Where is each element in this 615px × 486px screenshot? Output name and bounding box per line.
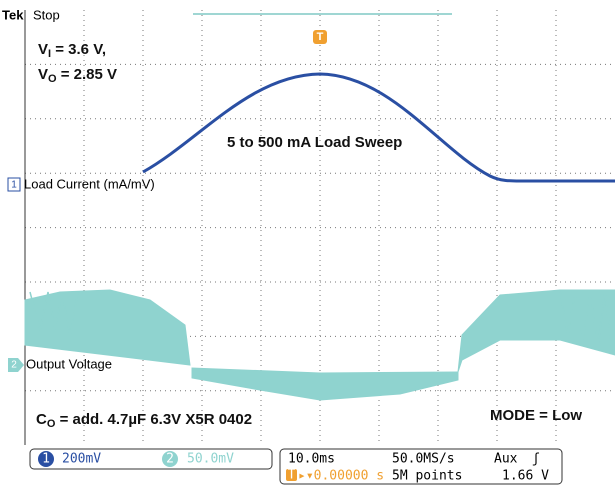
ch2-label: Output Voltage bbox=[26, 356, 112, 371]
ch2-badge-text: 2 bbox=[166, 452, 174, 467]
timebase-scale: 10.0ms bbox=[288, 452, 335, 467]
ch1-marker-text: 1 bbox=[11, 180, 17, 191]
ch2-waveform bbox=[24, 289, 615, 401]
trigger-position: ▸▾0.00000 s bbox=[298, 469, 384, 484]
trigger-marker-text: T bbox=[317, 31, 324, 43]
brand: Tek bbox=[2, 7, 24, 22]
vi-symbol: V bbox=[38, 41, 48, 58]
vi-sub: I bbox=[48, 48, 51, 60]
mode-annotation: MODE = Low bbox=[490, 407, 582, 424]
ch2-marker: 2 bbox=[8, 358, 24, 372]
trigger-pos-badge bbox=[286, 469, 297, 481]
trigger-slope: ʃ bbox=[532, 452, 540, 467]
sample-rate: 50.0MS/s bbox=[392, 452, 455, 467]
vi-text: = 3.6 V, bbox=[51, 41, 106, 58]
sweep-annotation: 5 to 500 mA Load Sweep bbox=[227, 134, 402, 151]
co-symbol: C bbox=[36, 411, 47, 428]
trigger-marker: T bbox=[313, 30, 327, 44]
co-sub: O bbox=[47, 418, 56, 430]
record-length: 5M points bbox=[392, 469, 462, 484]
co-text: = add. 4.7µF 6.3V X5R 0402 bbox=[55, 411, 252, 428]
ch1-badge-text: 1 bbox=[42, 452, 50, 467]
channel-box bbox=[29, 448, 273, 470]
vo-text: = 2.85 V bbox=[57, 66, 117, 83]
ch2-badge bbox=[162, 451, 178, 467]
ch1-badge bbox=[38, 451, 54, 467]
ch1-marker: 1 bbox=[7, 177, 21, 192]
trigger-source: Aux bbox=[494, 452, 518, 467]
vo-sub: O bbox=[48, 73, 57, 85]
vi-annotation: VI = 3.6 V, bbox=[38, 41, 106, 60]
trigger-pos-badge-text: T bbox=[288, 468, 296, 483]
ch1-scale: 200mV bbox=[62, 452, 101, 467]
ch1-waveform bbox=[142, 72, 615, 183]
ch2-marker-text: 2 bbox=[11, 360, 17, 371]
co-annotation: CO = add. 4.7µF 6.3V X5R 0402 bbox=[36, 411, 252, 430]
status: Stop bbox=[33, 7, 60, 22]
timebase-box bbox=[279, 448, 563, 485]
vo-annotation: VO = 2.85 V bbox=[38, 66, 117, 85]
ch1-label: Load Current (mA/mV) bbox=[24, 176, 155, 191]
vo-symbol: V bbox=[38, 66, 48, 83]
ch2-scale: 50.0mV bbox=[187, 452, 234, 467]
trigger-level: 1.66 V bbox=[502, 469, 549, 484]
